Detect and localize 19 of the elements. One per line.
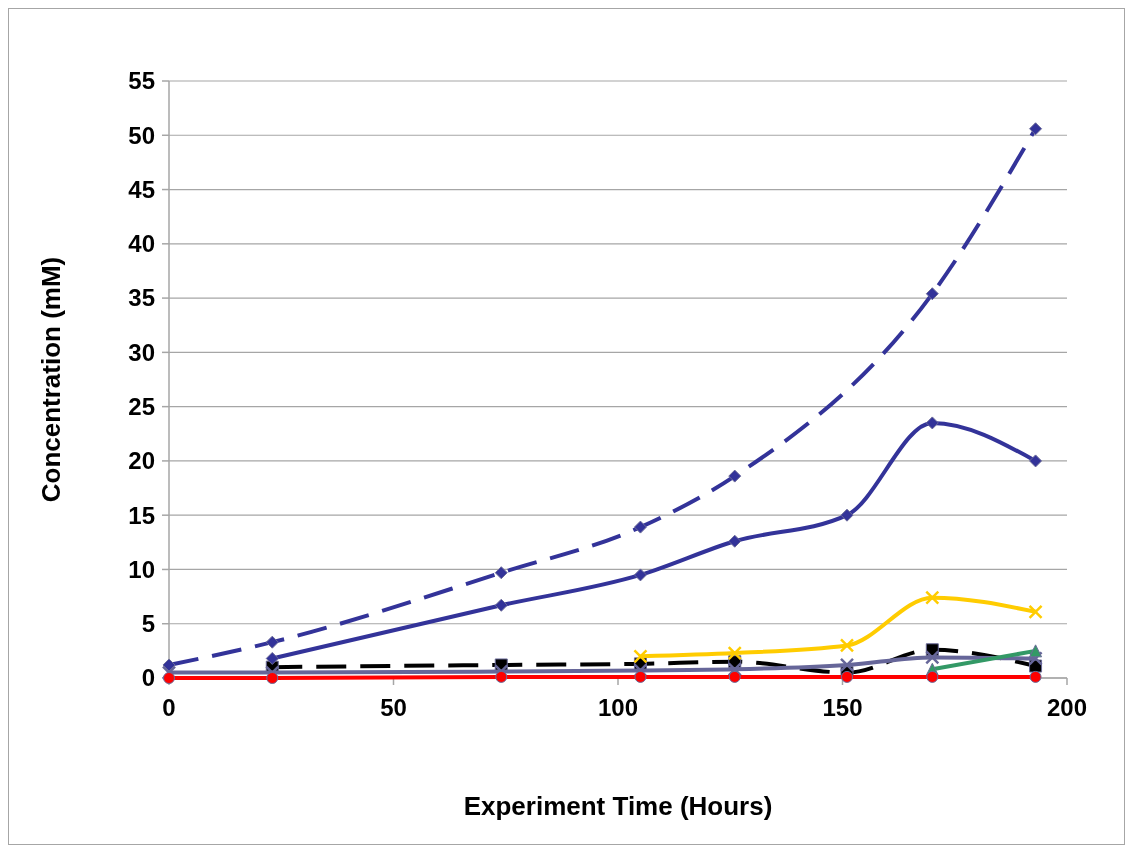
y-tick-label: 35: [128, 284, 155, 312]
y-tick-label: 25: [128, 393, 155, 421]
y-tick-label: 15: [128, 501, 155, 529]
y-tick-label: 45: [128, 175, 155, 203]
y-axis-title: Concentration (mM): [36, 256, 66, 503]
y-tick-label: 30: [128, 338, 155, 366]
y-tick-label: 0: [141, 664, 155, 692]
x-tick-label: 100: [597, 694, 639, 721]
y-tick-label: 10: [128, 555, 155, 583]
y-tick-label: 40: [128, 230, 155, 258]
y-tick-label: 5: [141, 610, 155, 638]
x-tick-label: 50: [380, 694, 407, 721]
y-tick-label: 20: [128, 447, 155, 475]
x-tick-label: 0: [162, 694, 176, 721]
x-tick-label: 200: [1046, 694, 1088, 721]
y-tick-label: 55: [128, 67, 155, 95]
x-axis-title: Experiment Time (Hours): [463, 791, 773, 821]
y-tick-label: 50: [128, 121, 155, 149]
x-tick-label: 150: [822, 694, 863, 721]
